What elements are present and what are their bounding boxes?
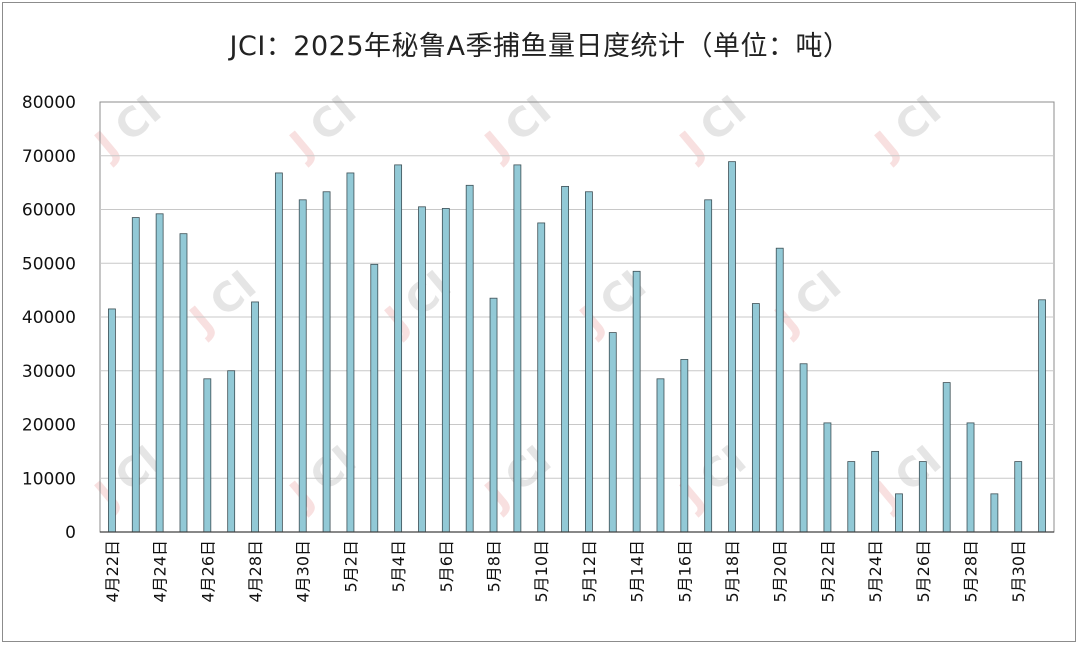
bar	[775, 247, 784, 533]
bar	[203, 378, 212, 533]
watermark-text: CI	[787, 262, 850, 326]
y-tick-label: 60000	[22, 201, 76, 221]
x-tick-label: 5月20日	[771, 540, 790, 603]
chart-title: JCI：2025年秘鲁A季捕鱼量日度统计（单位：吨）	[229, 31, 851, 62]
bar	[680, 359, 689, 533]
bar	[823, 422, 832, 533]
bar	[942, 382, 951, 533]
y-tick-label: 40000	[22, 308, 76, 328]
y-tick-label: 80000	[22, 93, 76, 113]
x-tick-label: 4月26日	[198, 540, 217, 603]
bar	[799, 363, 808, 533]
bar	[346, 172, 355, 533]
y-tick-label: 50000	[22, 254, 76, 274]
bar	[513, 164, 522, 533]
bar	[274, 172, 283, 533]
watermark-text: CI	[302, 437, 365, 501]
bar	[990, 493, 999, 533]
x-tick-label: 4月24日	[151, 540, 170, 603]
x-tick-label: 5月4日	[389, 540, 408, 592]
x-tick-label: 5月18日	[723, 540, 742, 603]
watermark-text: CI	[302, 87, 365, 151]
bar	[394, 164, 403, 533]
watermark: JCI	[280, 87, 366, 169]
watermark-text: CI	[592, 262, 655, 326]
bar	[441, 208, 450, 533]
bar	[131, 217, 140, 533]
watermark-text: CI	[497, 87, 560, 151]
bar	[298, 199, 307, 533]
bar	[895, 493, 903, 533]
x-tick-label: 5月6日	[437, 540, 456, 592]
x-tick-label: 5月24日	[866, 540, 885, 603]
x-tick-label: 5月30日	[1009, 540, 1028, 603]
grid-lines	[99, 101, 1055, 533]
bar	[561, 185, 569, 533]
x-tick-label: 5月8日	[485, 540, 504, 592]
bar	[871, 450, 880, 533]
bar	[108, 308, 116, 533]
x-tick-label: 5月2日	[341, 540, 360, 592]
bar	[418, 206, 426, 533]
x-tick-label: 5月16日	[675, 540, 694, 603]
bar	[465, 184, 474, 533]
bar	[155, 213, 164, 533]
x-tick-label: 5月22日	[818, 540, 837, 603]
bar	[966, 422, 975, 533]
bar	[322, 191, 331, 533]
x-tick-label: 5月28日	[962, 540, 981, 603]
x-tick-label: 5月10日	[532, 540, 551, 603]
watermark-text: CI	[887, 437, 950, 501]
watermark: JCI	[85, 87, 171, 169]
bar	[489, 297, 498, 533]
bar	[227, 370, 236, 533]
bar	[1038, 299, 1046, 533]
y-tick-label: 20000	[22, 416, 76, 436]
bar	[704, 199, 713, 533]
bar	[847, 461, 856, 533]
bar	[728, 161, 736, 533]
y-tick-label: 10000	[22, 469, 76, 489]
y-tick-labels: 0 10000 20000 30000 40000 50000 60000 70000 8000…	[22, 93, 76, 543]
watermark-text: CI	[887, 87, 950, 151]
watermark-text: CI	[497, 437, 560, 501]
x-tick-labels: 4月22日 4月24日 4月26日 4月28日 4月30日 5月2日 5月4日 5月6日 5月8…	[103, 540, 1028, 603]
bar	[608, 332, 617, 533]
bar	[251, 301, 259, 533]
x-tick-label: 5月12日	[580, 540, 599, 603]
bar	[370, 263, 379, 533]
bar	[751, 303, 760, 533]
watermark-text: CI	[397, 262, 460, 326]
bar	[537, 222, 546, 533]
x-tick-label: 4月30日	[294, 540, 313, 603]
x-tick-label: 5月14日	[628, 540, 647, 603]
y-tick-label: 70000	[22, 147, 76, 167]
bar	[585, 191, 593, 533]
bar	[632, 270, 641, 533]
watermark-text: CI	[692, 87, 755, 151]
x-tick-label: 4月28日	[246, 540, 265, 603]
watermark: JCI	[475, 87, 561, 169]
bar	[918, 461, 927, 533]
watermark-text: CI	[692, 437, 755, 501]
bar	[656, 378, 665, 533]
bar	[179, 233, 188, 533]
y-tick-label: 30000	[22, 362, 76, 382]
bar	[1014, 461, 1023, 533]
watermark: JCI	[865, 87, 951, 169]
x-tick-label: 5月26日	[914, 540, 933, 603]
y-tick-label: 0	[65, 523, 76, 543]
watermark-text: CI	[107, 87, 170, 151]
watermark: JCI	[670, 87, 756, 169]
x-tick-label: 4月22日	[103, 540, 122, 603]
